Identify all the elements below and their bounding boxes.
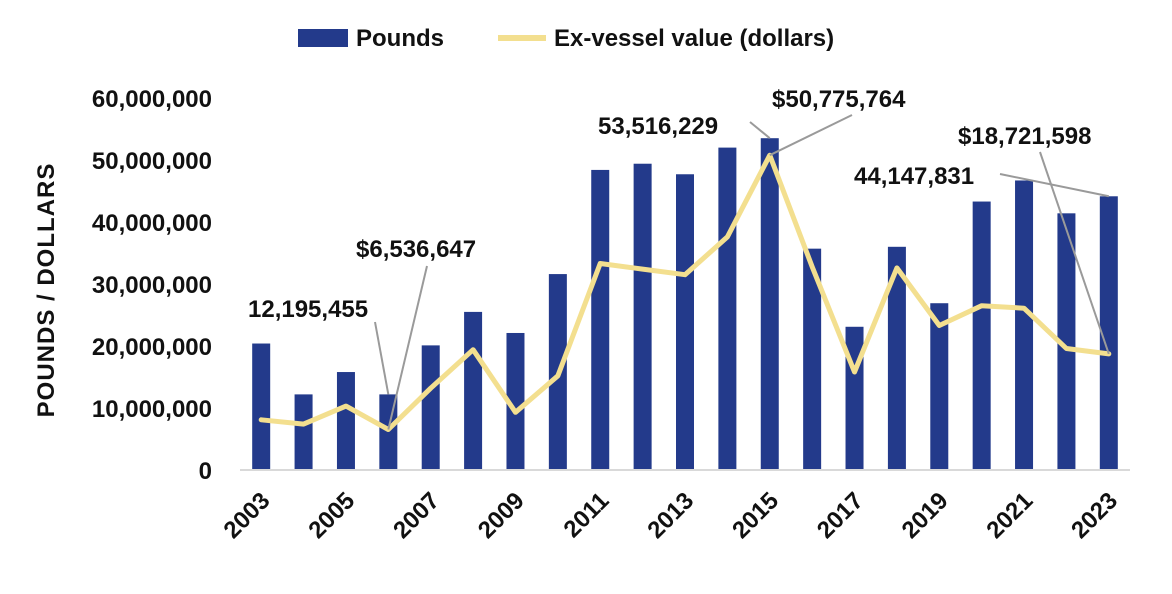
annotation-leader [1039,151,1110,355]
x-tick-label: 2013 [642,487,699,544]
annotation-label: 12,195,455 [248,296,368,323]
bar-2003 [252,343,271,470]
x-tick-label: 2023 [1066,487,1123,544]
x-tick-label: 2011 [559,487,615,543]
bar-2015 [760,138,779,470]
annotation-label: 53,516,229 [598,113,718,140]
annotation-leader [999,173,1110,198]
bar-2011 [591,169,610,471]
legend-value-label: Ex-vessel value (dollars) [554,25,834,52]
x-tick-label: 2005 [303,487,360,544]
annotation-label: $50,775,764 [772,86,906,113]
annotation-leader [769,114,853,157]
x-tick-label: 2021 [981,487,1038,544]
bar-2018 [887,246,906,470]
x-tick-label: 2009 [473,487,530,544]
bar-2004 [294,394,313,470]
y-tick-label: 10,000,000 [92,396,212,423]
y-tick-label: 50,000,000 [92,148,212,175]
bar-series-pounds [252,138,1118,471]
annotation-label: $6,536,647 [356,236,476,263]
legend: Pounds Ex-vessel value (dollars) [298,25,834,52]
x-tick-label: 2019 [897,487,954,544]
y-tick-label: 20,000,000 [92,334,212,361]
bar-2013 [676,174,694,470]
bar-2016 [803,248,822,470]
annotation-label: 44,147,831 [854,163,974,190]
y-tick-label: 0 [199,458,212,485]
x-axis-ticks: 2003 2005 2007 2009 2011 2013 2015 2017 2019 2021… [219,487,1123,544]
x-tick-label: 2017 [812,487,869,544]
annotation-leader [374,321,390,395]
bar-2005 [336,372,355,470]
bar-2020 [972,201,991,471]
data-annotations: 12,195,455 $6,536,647 53,516,229 $50,775,76… [248,86,1110,430]
bar-2019 [930,303,949,470]
y-tick-label: 40,000,000 [92,210,212,237]
x-tick-label: 2003 [219,487,276,544]
x-tick-label: 2007 [388,487,445,544]
annotation-leader [749,121,771,139]
x-tick-label: 2015 [727,487,784,544]
bar-2014 [718,147,737,470]
bar-2008 [464,311,483,470]
bar-2012 [633,163,652,470]
y-tick-label: 60,000,000 [92,86,212,113]
y-axis-title: POUNDS / DOLLARS [33,163,60,418]
line-series-ex-vessel-value [258,152,1112,432]
bar-2007 [421,345,440,470]
y-axis-ticks: 0 10,000,000 20,000,000 30,000,000 40,000,00… [92,86,212,485]
bar-2017 [845,326,864,470]
bar-2009 [506,332,525,470]
y-tick-label: 30,000,000 [92,272,212,299]
legend-pounds-label: Pounds [356,25,444,52]
bar-2022 [1057,213,1076,470]
annotation-label: $18,721,598 [958,123,1091,150]
legend-pounds-swatch [298,29,348,47]
annotation-leader [387,265,428,430]
bar-2023 [1099,196,1118,470]
bar-2021 [1015,180,1034,470]
